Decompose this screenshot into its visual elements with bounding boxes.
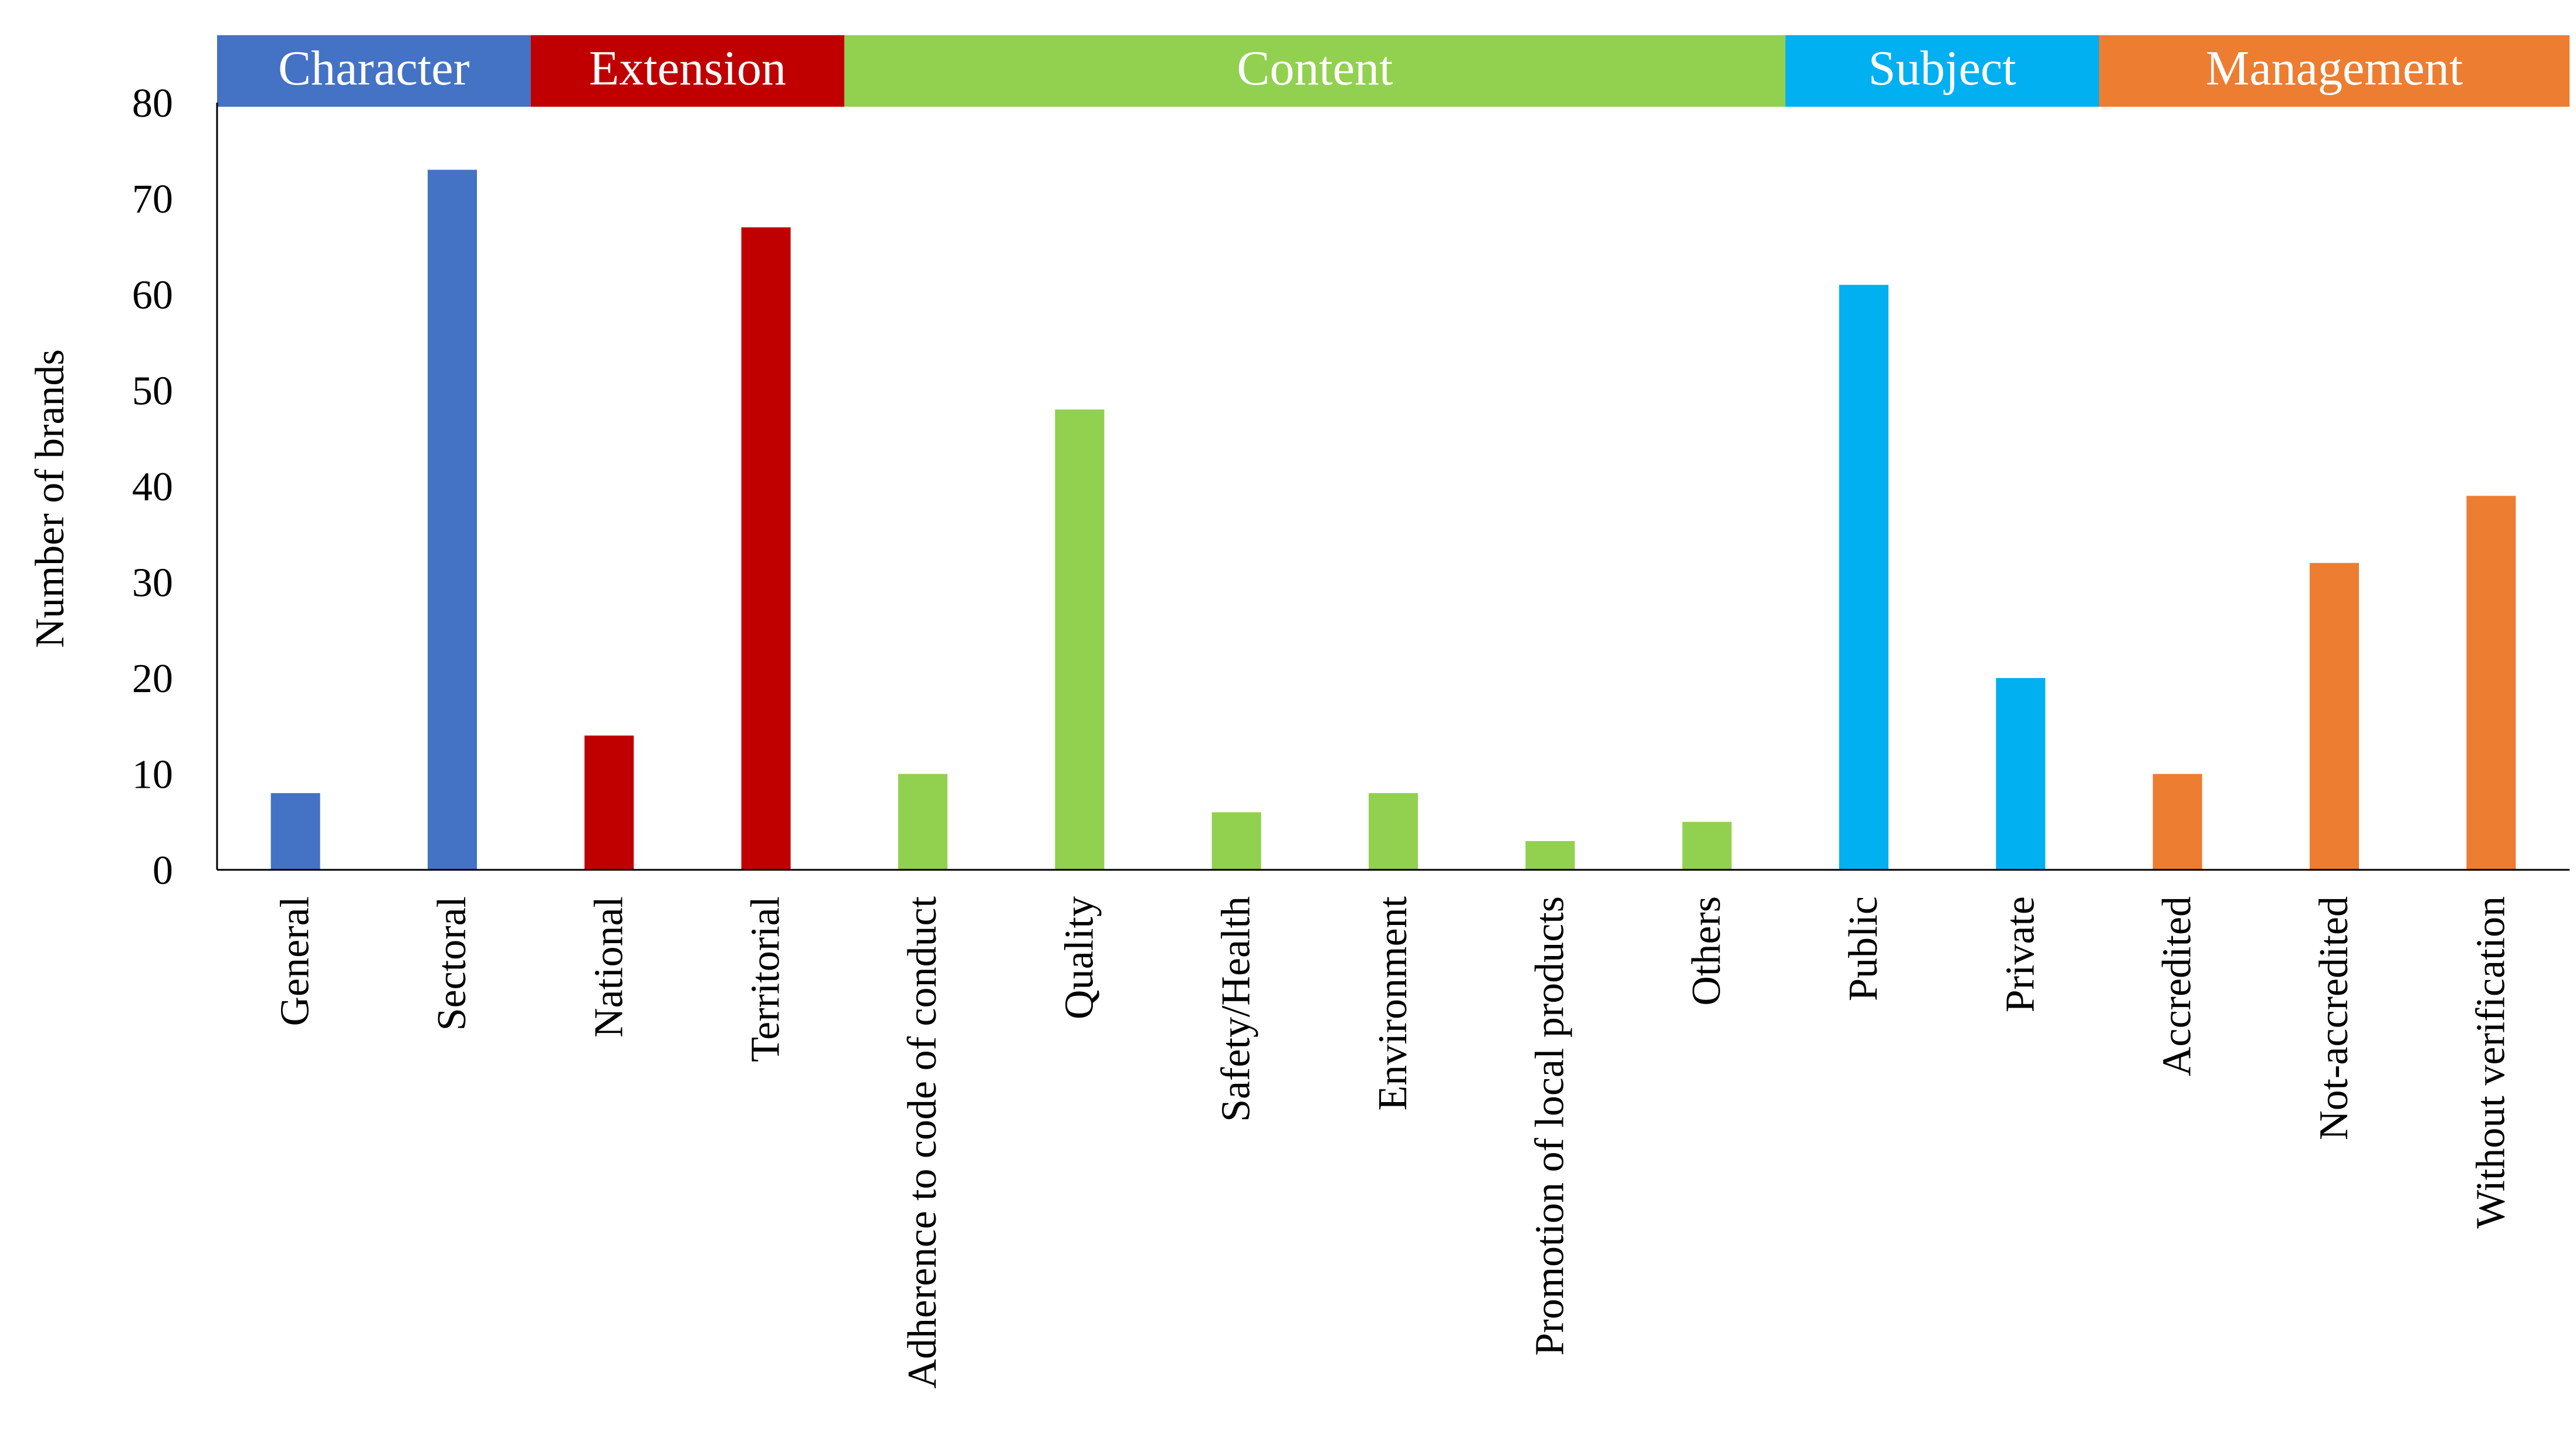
y-tick-label: 40 [132, 465, 173, 510]
y-tick-label: 30 [132, 561, 173, 606]
x-label-adherence-to-code-of-conduct: Adherence to code of conduct [900, 896, 945, 1388]
y-tick-labels: 0 10 20 30 40 50 60 70 80 [132, 81, 173, 893]
bars [270, 170, 2516, 870]
bar-national [584, 736, 634, 870]
group-label-content: Content [1237, 41, 1393, 96]
x-label-not-accredited: Not-accredited [2311, 896, 2357, 1140]
y-tick-label: 10 [132, 753, 173, 798]
bar-promotion-of-local-products [1525, 840, 1575, 870]
group-band-subject [1785, 35, 2099, 107]
y-tick-label: 60 [132, 273, 173, 318]
x-label-quality: Quality [1057, 896, 1102, 1019]
x-label-without-verification: Without verification [2468, 896, 2513, 1229]
y-tick-label: 80 [132, 81, 173, 126]
bar-quality [1055, 409, 1105, 870]
x-label-territorial: Territorial [743, 896, 788, 1062]
x-label-sectoral: Sectoral [429, 896, 475, 1031]
bar-private [1996, 678, 2046, 870]
bar-safety-health [1211, 812, 1261, 870]
y-tick-label: 50 [132, 369, 173, 414]
group-label-extension: Extension [589, 41, 786, 96]
x-label-public: Public [1841, 896, 1886, 1001]
bar-others [1682, 822, 1732, 870]
axes [216, 103, 2570, 871]
group-band-management [2099, 35, 2570, 107]
x-label-general: General [273, 896, 318, 1026]
y-tick-label: 20 [132, 656, 173, 701]
group-band-character [217, 35, 531, 107]
bar-public [1839, 284, 1888, 870]
y-tick-label: 0 [153, 848, 173, 893]
group-label-subject: Subject [1868, 41, 2016, 96]
group-band-content [844, 35, 1786, 107]
bar-without-verification [2466, 496, 2516, 870]
bar-environment [1369, 793, 1418, 870]
x-label-private: Private [1998, 896, 2043, 1012]
bar-not-accredited [2310, 562, 2359, 870]
bar-adherence-to-code-of-conduct [898, 774, 947, 870]
x-label-safety-health: Safety/Health [1214, 896, 1259, 1122]
x-label-national: National [586, 896, 631, 1038]
bar-sectoral [428, 170, 477, 870]
group-band-extension [530, 35, 845, 107]
bar-general [270, 793, 320, 870]
group-label-management: Management [2206, 41, 2463, 96]
group-header-bands: Character Extension Content Subject Manageme… [217, 35, 2570, 107]
bar-territorial [741, 227, 791, 870]
x-category-labels: General Sectoral National Territorial Adhere… [273, 896, 2514, 1388]
y-tick-label: 70 [132, 177, 173, 222]
group-label-character: Character [278, 41, 469, 96]
x-label-accredited: Accredited [2155, 896, 2200, 1076]
x-label-others: Others [1684, 896, 1729, 1006]
x-label-environment: Environment [1370, 896, 1416, 1110]
x-label-promotion-of-local-products: Promotion of local products [1527, 896, 1572, 1356]
bar-accredited [2152, 774, 2202, 870]
y-axis-title: Number of brands [28, 349, 73, 648]
